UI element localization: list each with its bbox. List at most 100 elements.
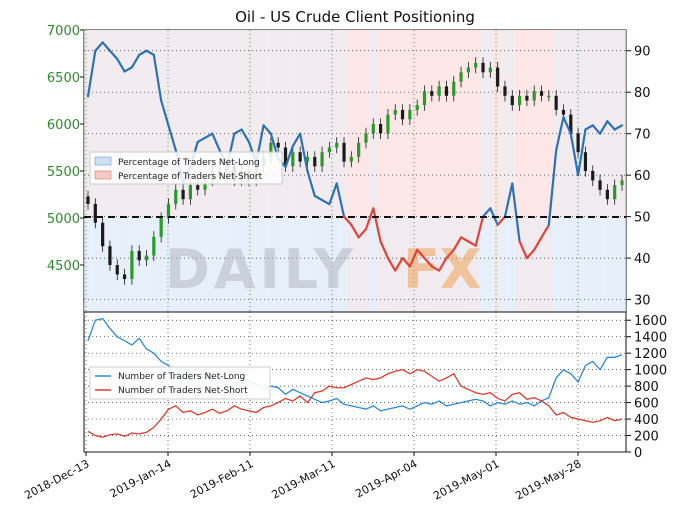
percentage-line-segment [291, 132, 302, 148]
upper-legend-box [89, 151, 283, 185]
upper-panel: DAILY FX 4500 5000 5500 6000 6500 7000 30 40 50… [47, 24, 651, 313]
candle-body [159, 218, 163, 237]
candle-body [576, 133, 580, 153]
sentiment-bar [354, 30, 363, 312]
percentage-line-segment [262, 124, 272, 135]
sentiment-bar [376, 30, 385, 312]
lower-legend: Number of Traders Net-Long Number of Tra… [89, 366, 271, 400]
sentiment-bar [567, 30, 575, 312]
x-axis: 2018-Dec-13 2019-Jan-14 2019-Feb-11 2019-Ma… [22, 452, 583, 503]
percentage-line-segment [108, 49, 119, 61]
candle-body [517, 95, 522, 106]
candle-body [93, 203, 97, 223]
upper-left-axis: 4500 5000 5500 6000 6500 7000 [47, 24, 84, 274]
sentiment-bar [435, 30, 443, 312]
candle-body [364, 133, 368, 143]
lower-axis-tick-label: 1400 [634, 331, 667, 346]
percentage-line-segment [408, 248, 419, 268]
lower-axis-tick-label: 800 [634, 380, 659, 395]
percentage-line-segment [123, 66, 133, 73]
sentiment-bar [596, 30, 604, 312]
candle-body [510, 95, 514, 106]
sentiment-bar [501, 30, 509, 312]
left-axis-tick-label: 7000 [47, 24, 80, 39]
candle-body [335, 142, 339, 148]
percentage-line-segment [562, 115, 572, 135]
sentiment-bar [523, 30, 531, 312]
chart-title: Oil - US Crude Client Positioning [235, 8, 475, 26]
candle-body [130, 250, 134, 280]
candle-body [532, 91, 536, 101]
percentage-line-segment [328, 182, 338, 206]
candle-body [613, 185, 617, 200]
legend-label-net-short: Percentage of Traders Net-Short [118, 172, 263, 182]
candle-body [188, 185, 193, 200]
x-axis-tick-label: 2019-May-28 [513, 457, 583, 503]
percentage-line-segment [240, 128, 251, 144]
percentage-line-segment [284, 145, 294, 168]
sentiment-bar [442, 30, 451, 312]
candle-body [203, 180, 207, 190]
percentage-line-segment [423, 256, 433, 268]
candle-body [488, 67, 492, 73]
x-axis-tick-label: 2019-Feb-11 [188, 457, 255, 501]
candle-body [371, 124, 375, 134]
percentage-line-segment [474, 215, 485, 247]
candle-body [152, 236, 156, 256]
candle-body [196, 185, 200, 190]
upper-legend: Percentage of Traders Net-Long Percentag… [89, 151, 283, 185]
sentiment-bar [479, 30, 487, 312]
right-axis-tick-label: 70 [634, 128, 651, 143]
sentiment-bar [464, 30, 473, 312]
candle-body [554, 95, 558, 110]
sentiment-bar [369, 30, 377, 312]
percentage-line-segment [584, 124, 594, 131]
left-axis-tick-label: 6500 [47, 71, 80, 86]
percentage-line-segment [116, 57, 126, 73]
candle-body [122, 274, 127, 280]
candle-body [547, 95, 551, 98]
sentiment-bar [362, 30, 370, 312]
candle-body [503, 86, 507, 96]
candle-body [386, 114, 390, 134]
percentage-line-segment [335, 182, 346, 218]
percentage-line-segment [445, 248, 455, 260]
candle-body [305, 156, 310, 162]
percentage-line-segment [86, 49, 97, 98]
candle-body [452, 81, 456, 96]
legend-swatch-net-long [94, 156, 112, 166]
percentage-line-segment [101, 41, 112, 52]
percentage-line-segment [577, 128, 587, 177]
upper-right-axis: 30 40 50 60 70 80 90 [626, 45, 651, 309]
right-axis-tick-label: 30 [634, 294, 651, 309]
percentage-line-segment [350, 223, 360, 239]
lower-axis-tick-label: 1000 [634, 364, 667, 379]
sentiment-bar [347, 30, 356, 312]
percentage-line-segment [364, 207, 375, 231]
count-series-line [87, 368, 623, 438]
x-axis-tick-label: 2018-Dec-13 [22, 457, 91, 502]
right-axis-tick-label: 80 [634, 86, 651, 101]
candle-body [569, 114, 573, 134]
net-short-area [84, 30, 626, 217]
lower-axis-tick-label: 0 [634, 446, 642, 461]
candle-body [539, 91, 544, 96]
candle-body [481, 62, 485, 73]
lower-axis-tick-label: 1200 [634, 347, 667, 362]
candle-body [379, 124, 383, 134]
sentiment-bar [471, 30, 480, 312]
percentage-line-segment [306, 169, 316, 197]
candle-body [591, 171, 595, 181]
lower-legend-box [89, 366, 271, 400]
percentage-line-segment [160, 99, 170, 127]
x-axis-tick-label: 2019-May-01 [431, 457, 501, 503]
candle-body [422, 91, 427, 106]
percentage-line-segment [533, 236, 543, 251]
percentage-line-segment [313, 194, 324, 202]
candle-body [496, 67, 500, 87]
candle-body [269, 142, 273, 157]
percentage-line-segment [379, 240, 390, 260]
percentage-line-segment [452, 236, 463, 251]
sentiment-bar [340, 30, 348, 312]
